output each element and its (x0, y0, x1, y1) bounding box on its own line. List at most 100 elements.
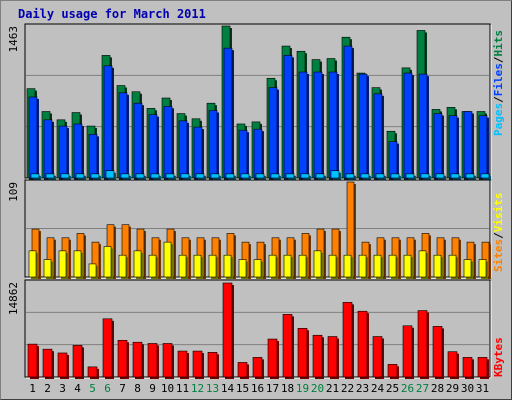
files-bar (73, 123, 84, 180)
hits-max-label: 1463 (7, 26, 20, 53)
files-bar (403, 72, 414, 180)
visits-bar (358, 254, 368, 279)
files-bar (448, 115, 459, 180)
x-tick-label: 29 (446, 382, 459, 395)
files-bar (28, 96, 39, 180)
pages-bar (480, 173, 491, 180)
kbytes-bar (87, 366, 99, 379)
x-tick-label: 2 (44, 382, 51, 395)
pages-bar (345, 173, 356, 180)
pages-bar (210, 173, 221, 180)
kbytes-bar (207, 352, 219, 379)
pages-bar (150, 173, 161, 180)
files-bar (328, 71, 339, 180)
pages-bar (285, 173, 296, 180)
files-bar (418, 73, 429, 180)
x-tick-label: 25 (386, 382, 399, 395)
x-tick-label: 9 (149, 382, 156, 395)
files-bar (193, 126, 204, 180)
x-tick-label: 21 (326, 382, 339, 395)
kbytes-bar (42, 348, 54, 379)
kbytes-bar (402, 325, 414, 379)
x-tick-label: 13 (206, 382, 219, 395)
kbytes-bar (237, 362, 249, 379)
pages-bar (255, 173, 266, 180)
x-tick-label: 12 (191, 382, 204, 395)
kbytes-bar (357, 310, 369, 379)
x-tick-label: 26 (401, 382, 414, 395)
x-tick-label: 20 (311, 382, 324, 395)
x-tick-label: 16 (251, 382, 264, 395)
pages-bar (315, 173, 326, 180)
kbytes-bar (177, 350, 189, 379)
kbytes-legend: KBytes (492, 337, 505, 377)
files-bar (298, 71, 309, 180)
visits-bar (448, 254, 458, 279)
x-tick-label: 24 (371, 382, 385, 395)
kbytes-bar (102, 318, 114, 379)
visits-bar (238, 259, 248, 279)
visits-bar (283, 254, 293, 279)
x-tick-label: 23 (356, 382, 369, 395)
pages-bar (105, 170, 116, 180)
visits-bar (43, 259, 53, 279)
x-tick-label: 17 (266, 382, 279, 395)
pages-bar (75, 173, 86, 180)
pages-bar (225, 173, 236, 180)
kbytes-bar (147, 343, 159, 379)
files-bar (88, 134, 99, 180)
visits-bar (103, 246, 113, 279)
kbytes-bar (27, 343, 39, 379)
visits-bar (223, 254, 233, 279)
files-bar (283, 55, 294, 180)
visits-bar (268, 254, 278, 279)
kbytes-bar (477, 357, 489, 379)
visits-bar (88, 263, 98, 279)
kbytes-bar (462, 357, 474, 379)
files-bar (373, 93, 384, 180)
kbytes-bar (72, 345, 84, 379)
visits-bar (73, 250, 83, 279)
x-tick-label: 5 (89, 382, 96, 395)
kbytes-bar (117, 340, 129, 379)
kbytes-bar (222, 282, 234, 379)
pages-bar (180, 173, 191, 180)
kbytes-bar (297, 327, 309, 379)
files-bar (358, 73, 369, 180)
files-bar (103, 65, 114, 180)
visits-legend: Sites/Visits (492, 193, 505, 273)
visits-bar (388, 254, 398, 279)
x-tick-label: 4 (74, 382, 81, 395)
kbytes-bar (372, 336, 384, 379)
files-bar (343, 45, 354, 181)
files-bar (313, 71, 324, 180)
files-bar (118, 92, 129, 180)
pages-bar (405, 173, 416, 180)
x-tick-label: 7 (119, 382, 126, 395)
visits-bar (478, 259, 488, 279)
x-tick-label: 3 (59, 382, 66, 395)
kbytes-bar (132, 341, 144, 379)
kbytes-bar (447, 351, 459, 379)
pages-bar (330, 170, 341, 180)
visits-bar (313, 250, 323, 279)
pages-bar (450, 173, 461, 180)
chart-title: Daily usage for March 2011 (18, 7, 206, 21)
kbytes-bar (282, 314, 294, 379)
x-tick-label: 10 (161, 382, 174, 395)
visits-bar (298, 254, 308, 279)
x-tick-label: 30 (461, 382, 474, 395)
pages-bar (390, 173, 401, 180)
visits-bar (403, 254, 413, 279)
kbytes-bar (192, 350, 204, 379)
x-tick-label: 19 (296, 382, 309, 395)
kbytes-bar (312, 334, 324, 379)
visits-bar (58, 250, 68, 279)
pages-bar (195, 173, 206, 180)
kbytes-bar (267, 338, 279, 379)
pages-bar (435, 173, 446, 180)
visits-bar (373, 254, 383, 279)
kbytes-max-label: 14862 (7, 282, 20, 315)
x-tick-label: 28 (431, 382, 444, 395)
pages-bar (135, 173, 146, 180)
